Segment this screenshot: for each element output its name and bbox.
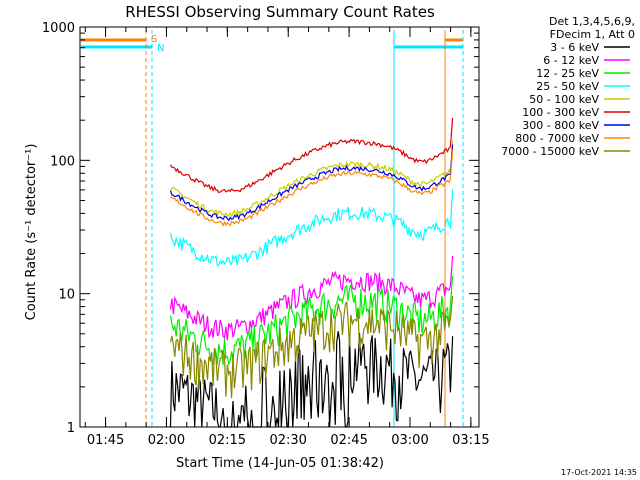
legend-label-6: 100 - 300 keV: [522, 106, 599, 119]
legend-label-2: 6 - 12 keV: [543, 54, 599, 67]
legend-label-3: 12 - 25 keV: [536, 67, 599, 80]
y-tick-label: 10: [58, 288, 75, 303]
series-line-1: [169, 331, 454, 428]
legend-header-line-1: Det 1,3,4,5,6,9,: [549, 15, 635, 28]
x-tick-label: 03:00: [391, 433, 428, 448]
legend-label-5: 50 - 100 keV: [529, 93, 599, 106]
series-line-8: [170, 149, 454, 227]
x-tick-label: 02:15: [209, 433, 246, 448]
series-line-3: [169, 275, 454, 367]
y-tick-label: 1: [67, 421, 75, 436]
flag-bands: [81, 30, 464, 427]
x-tick-label: 02:00: [148, 433, 185, 448]
annotation-s: S: [151, 34, 157, 45]
x-axis-ticks: 01:45 02:00 02:15 02:30 02:45 03:00 03:15: [84, 27, 490, 448]
y-tick-label: 1000: [42, 21, 75, 36]
series-line-4: [169, 189, 454, 268]
series-line-2: [169, 255, 454, 341]
series-line-5: [169, 140, 454, 219]
x-axis-label: Start Time (14-Jun-05 01:38:42): [176, 456, 384, 471]
chart-title: RHESSI Observing Summary Count Rates: [125, 3, 435, 21]
legend-label-7: 300 - 800 keV: [522, 119, 599, 132]
x-tick-label: 02:30: [269, 433, 306, 448]
legend-label-1: 3 - 6 keV: [550, 41, 599, 54]
plot-frame: [79, 26, 480, 428]
legend-header-line-2: FDecim 1, Att 0: [550, 28, 635, 41]
legend-label-9: 7000 - 15000 keV: [501, 145, 599, 158]
series-line-9: [169, 295, 454, 399]
annotation-n: N: [157, 43, 164, 54]
x-tick-label: 02:45: [330, 433, 367, 448]
footer-timestamp: 17-Oct-2021 14:35: [561, 468, 637, 477]
y-tick-label: 100: [50, 154, 75, 169]
legend-label-4: 25 - 50 keV: [536, 80, 599, 93]
series-layer: [169, 117, 454, 428]
legend-label-8: 800 - 7000 keV: [515, 132, 599, 145]
series-line-7: [169, 144, 454, 222]
y-axis-label: Count Rate (s⁻¹ detector⁻¹): [24, 144, 39, 321]
x-tick-label: 03:15: [452, 433, 489, 448]
legend: Det 1,3,4,5,6,9, FDecim 1, Att 0 3 - 6 k…: [501, 15, 635, 158]
x-tick-label: 01:45: [87, 433, 124, 448]
series-line-6: [169, 117, 454, 194]
